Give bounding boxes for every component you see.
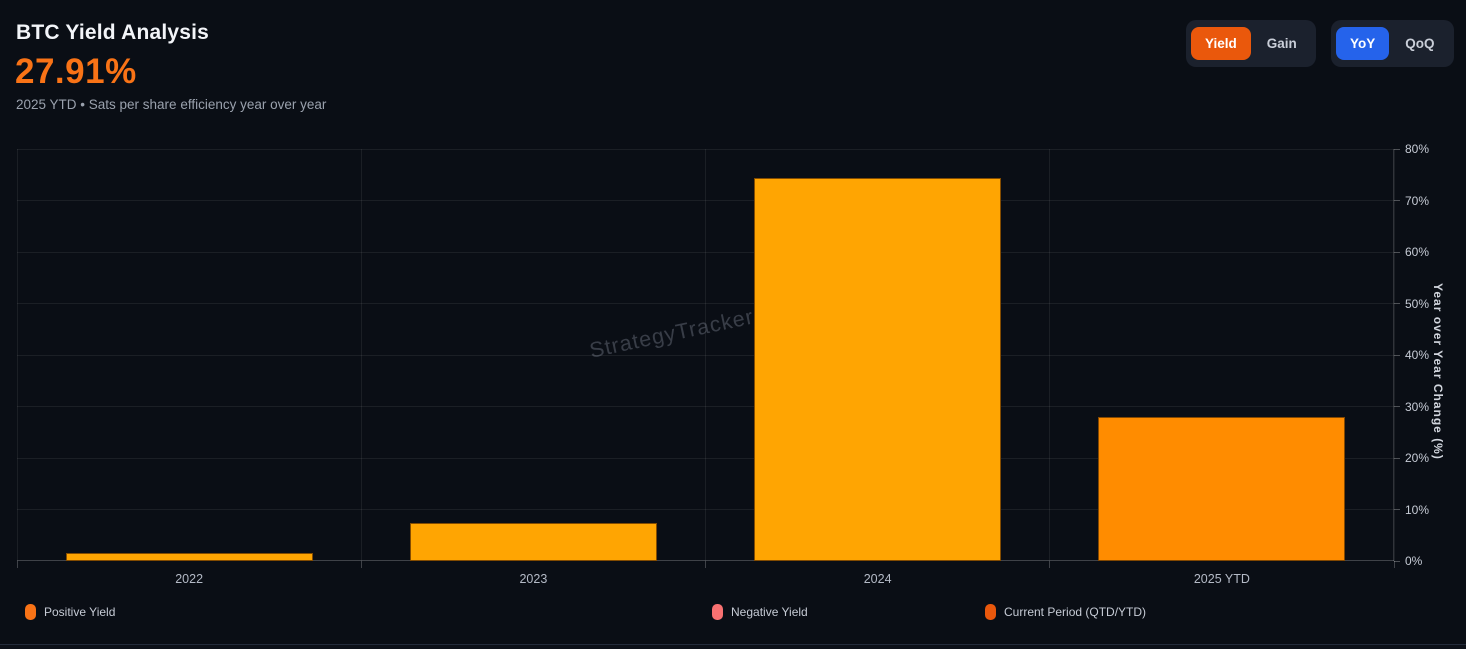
bar-2022[interactable] — [65, 553, 313, 561]
bar-2024[interactable] — [754, 178, 1002, 561]
legend-label: Current Period (QTD/YTD) — [1004, 605, 1147, 619]
y-axis-tick — [1394, 354, 1400, 356]
bar-2023[interactable] — [409, 523, 657, 561]
y-axis-tick — [1394, 509, 1400, 510]
legend-swatch-icon — [985, 604, 996, 620]
gridline-vertical — [705, 149, 706, 561]
yield-toggle-button[interactable]: Yield — [1191, 26, 1251, 61]
x-axis-category-label: 2025 YTD — [1193, 572, 1250, 586]
gridline-horizontal — [17, 148, 1394, 150]
y-axis-tick-label: 20% — [1405, 451, 1430, 465]
x-axis-tick — [705, 561, 706, 568]
gridline-horizontal — [17, 200, 1394, 201]
gridline-vertical — [1049, 149, 1051, 561]
qoq-toggle-button[interactable]: QoQ — [1391, 27, 1448, 61]
legend-item-positive-yield[interactable]: Positive Yield — [25, 604, 115, 620]
y-axis-tick — [1394, 560, 1400, 562]
y-axis-tick-label: 80% — [1405, 142, 1430, 156]
gridline-horizontal — [17, 457, 1394, 459]
gridline-horizontal — [17, 406, 1394, 407]
x-axis-category-label: 2023 — [519, 572, 548, 586]
x-axis-category-label: 2024 — [863, 572, 892, 586]
y-axis-tick-label: 30% — [1405, 399, 1430, 414]
x-axis-tick — [1049, 561, 1051, 568]
bar-2025-ytd[interactable] — [1098, 417, 1346, 561]
bar-chart-plot-area — [16, 148, 1395, 561]
y-axis-tick — [1394, 148, 1400, 150]
x-axis-tick — [16, 561, 18, 568]
yield-metric-value: 27.91% — [15, 52, 137, 91]
page-title: BTC Yield Analysis — [16, 21, 210, 44]
legend-item-negative-yield[interactable]: Negative Yield — [712, 604, 808, 620]
gridline-vertical — [360, 149, 362, 561]
yoy-toggle-button[interactable]: YoY — [1336, 26, 1390, 61]
y-axis-tick — [1394, 251, 1400, 253]
legend-swatch-icon — [25, 604, 36, 620]
y-axis-tick-label: 40% — [1405, 348, 1430, 362]
y-axis-tick-label: 50% — [1405, 296, 1430, 311]
y-axis-tick-label: 0% — [1405, 554, 1423, 568]
y-axis-title: Year over Year Change (%) — [1431, 283, 1445, 460]
period-toggle-group: YoY QoQ — [1331, 20, 1454, 67]
gridline-horizontal — [17, 509, 1394, 510]
y-axis-tick — [1394, 200, 1400, 201]
metric-subtitle: 2025 YTD • Sats per share efficiency yea… — [16, 97, 327, 112]
gridline-horizontal — [17, 303, 1394, 304]
legend-label: Negative Yield — [731, 605, 808, 619]
gridline-horizontal — [17, 354, 1394, 356]
y-axis-tick-label: 70% — [1405, 193, 1430, 208]
gridline-vertical — [16, 149, 18, 561]
legend-swatch-icon — [712, 604, 723, 620]
page-background-strip — [0, 645, 1466, 649]
x-axis-line — [17, 560, 1394, 561]
x-axis-tick — [1393, 561, 1395, 568]
legend-item-current-period-qtd-ytd[interactable]: Current Period (QTD/YTD) — [985, 604, 1146, 620]
x-axis-category-label: 2022 — [175, 572, 204, 586]
y-axis-tick-label: 60% — [1405, 245, 1430, 259]
y-axis-tick — [1394, 303, 1400, 304]
y-axis-line — [1393, 149, 1394, 561]
metric-toggle-group: Yield Gain — [1186, 20, 1316, 67]
y-axis-tick — [1394, 457, 1400, 459]
legend-label: Positive Yield — [44, 605, 116, 619]
card-bottom-border — [0, 644, 1466, 645]
y-axis-tick — [1394, 406, 1400, 407]
x-axis-tick — [360, 561, 362, 568]
y-axis-tick-label: 10% — [1405, 502, 1430, 517]
gain-toggle-button[interactable]: Gain — [1253, 27, 1311, 61]
gridline-horizontal — [17, 251, 1394, 253]
gridline-vertical — [1393, 149, 1395, 561]
